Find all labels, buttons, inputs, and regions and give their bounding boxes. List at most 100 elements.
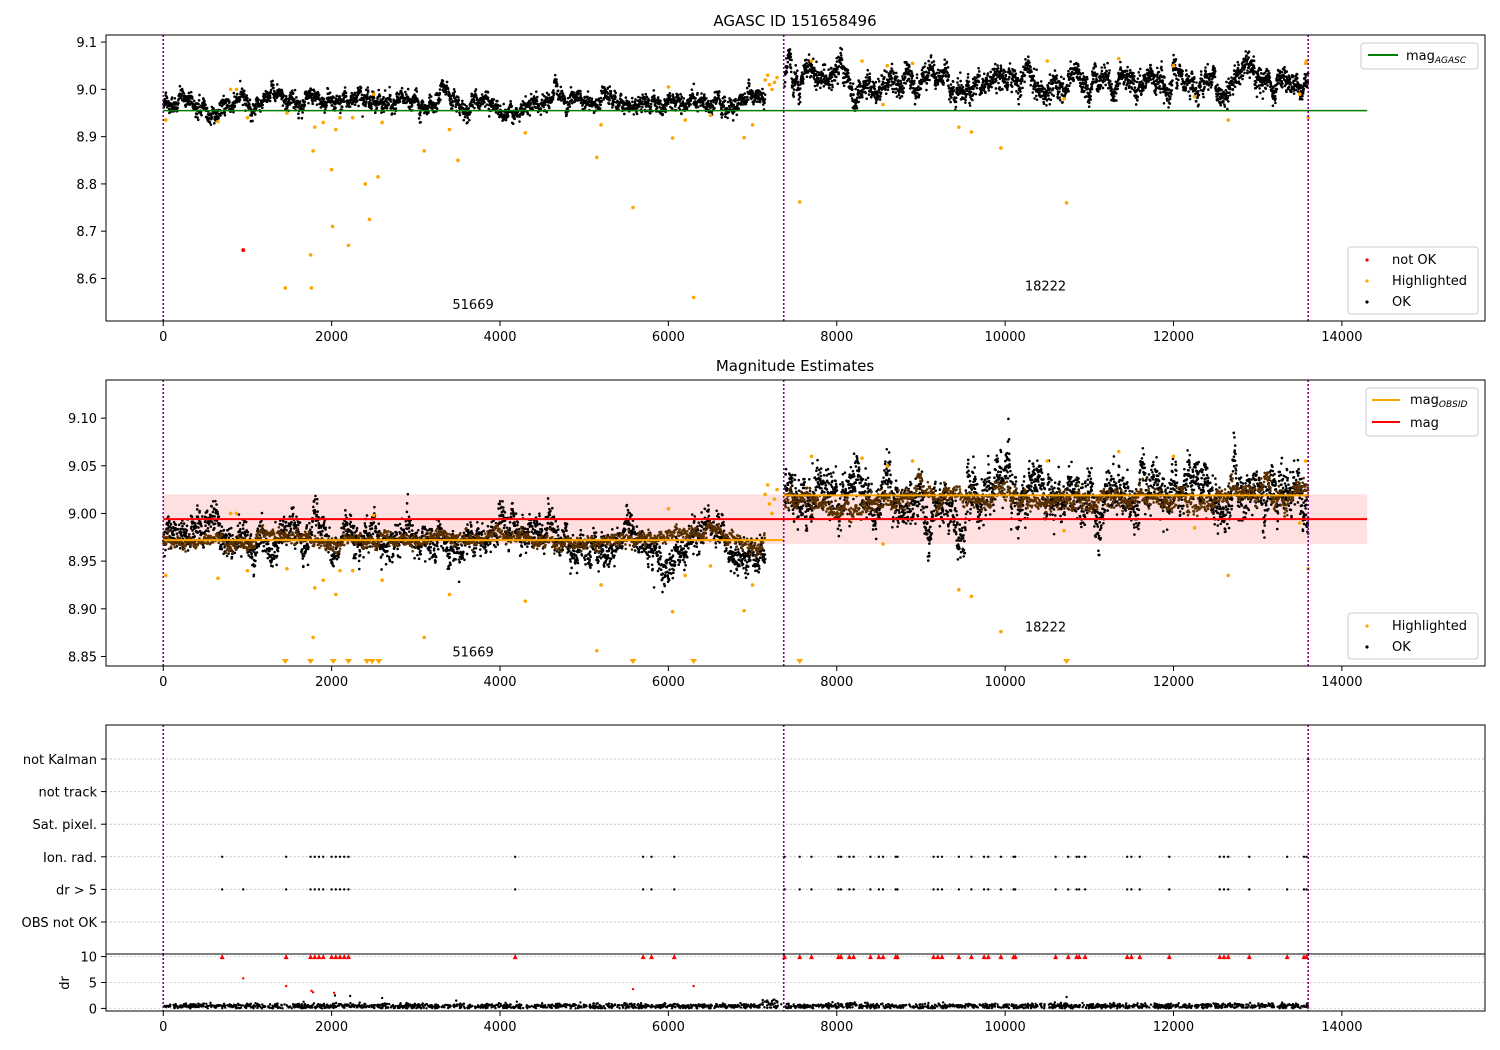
ok-point <box>900 84 904 88</box>
ok-point <box>866 73 869 77</box>
ok-point <box>1042 102 1046 106</box>
ok-point <box>1081 71 1085 75</box>
ok-point <box>917 85 920 88</box>
ok-point <box>998 85 1002 89</box>
ok-point <box>649 105 653 108</box>
ok-point <box>982 72 986 76</box>
ok-point <box>1069 81 1072 85</box>
ok-point <box>653 97 656 100</box>
ok-point <box>1069 73 1073 77</box>
ok-point <box>810 63 814 67</box>
ok-point <box>1083 89 1086 93</box>
ok-point <box>880 74 884 78</box>
ok-point <box>523 107 526 111</box>
ok-point <box>178 84 182 88</box>
ok-point <box>809 74 813 78</box>
ok-point <box>1197 93 1201 97</box>
ok-point <box>745 100 748 104</box>
ok-point <box>364 104 367 108</box>
ok-point <box>1220 88 1224 92</box>
ok-point <box>540 98 544 102</box>
ok-point <box>965 92 969 96</box>
ok-point <box>496 112 500 116</box>
ok-point <box>1235 80 1239 84</box>
ok-point <box>173 97 177 100</box>
ok-point <box>752 102 755 106</box>
ok-point <box>864 76 868 79</box>
ok-point <box>1058 98 1062 102</box>
ok-point <box>868 79 872 83</box>
ok-point <box>1241 77 1244 81</box>
ok-point <box>846 79 850 83</box>
ok-point <box>1158 76 1161 80</box>
ok-point <box>1219 103 1223 107</box>
ok-point <box>1228 86 1232 90</box>
ok-point <box>836 82 840 86</box>
ok-point <box>353 91 357 95</box>
ok-point <box>1135 80 1139 84</box>
ok-point <box>1023 80 1026 84</box>
ok-point <box>1055 77 1058 80</box>
ok-point <box>281 104 285 107</box>
ok-point <box>910 70 913 73</box>
ok-point <box>795 69 799 73</box>
ok-point <box>713 106 716 110</box>
ok-point <box>949 83 953 86</box>
ok-point <box>788 50 791 54</box>
ok-point <box>1195 81 1198 84</box>
ok-point <box>355 95 359 99</box>
ok-point <box>338 95 342 98</box>
ok-point <box>1138 89 1142 93</box>
ok-point <box>1093 71 1097 74</box>
ok-point <box>599 103 602 107</box>
ok-point <box>949 100 952 104</box>
ok-point <box>1170 83 1174 87</box>
ok-point <box>197 99 201 102</box>
ok-point <box>962 97 966 100</box>
ok-point <box>1004 75 1008 78</box>
ok-point <box>1158 84 1161 88</box>
ok-point <box>1119 68 1123 71</box>
ok-point <box>265 92 268 96</box>
ok-point <box>1222 100 1225 104</box>
ok-point <box>613 89 616 93</box>
ok-point <box>894 71 898 75</box>
ok-point <box>465 105 468 108</box>
ok-point <box>1118 82 1122 85</box>
ok-point <box>631 100 634 104</box>
ok-point <box>1047 97 1051 101</box>
ok-point <box>1072 78 1076 82</box>
ok-point <box>991 81 995 85</box>
ok-point <box>184 105 188 108</box>
ok-point <box>217 116 220 120</box>
ok-point <box>805 75 809 79</box>
ok-point <box>696 91 699 95</box>
ok-point <box>1210 77 1214 81</box>
ok-point <box>925 82 929 85</box>
ok-point <box>458 111 461 115</box>
ok-point <box>552 89 555 92</box>
ok-point <box>1035 98 1039 101</box>
ok-point <box>729 98 732 102</box>
ok-point <box>360 93 364 97</box>
ok-point <box>887 85 890 89</box>
ok-point <box>952 85 955 89</box>
ok-point <box>1020 78 1024 82</box>
ok-point <box>1176 84 1179 88</box>
ok-point <box>1213 66 1216 70</box>
ok-point <box>293 100 296 104</box>
ok-point <box>634 98 637 101</box>
ok-point <box>1001 88 1004 91</box>
ok-point <box>1258 87 1261 90</box>
ok-point <box>348 105 352 108</box>
ok-point <box>528 99 531 103</box>
ok-point <box>711 104 714 108</box>
ok-point <box>1162 90 1165 94</box>
ok-point <box>891 87 894 91</box>
ok-point <box>466 120 469 124</box>
ok-point <box>1201 92 1205 96</box>
ok-point <box>535 99 539 103</box>
ok-point <box>1116 82 1119 86</box>
ok-point <box>1174 66 1178 70</box>
